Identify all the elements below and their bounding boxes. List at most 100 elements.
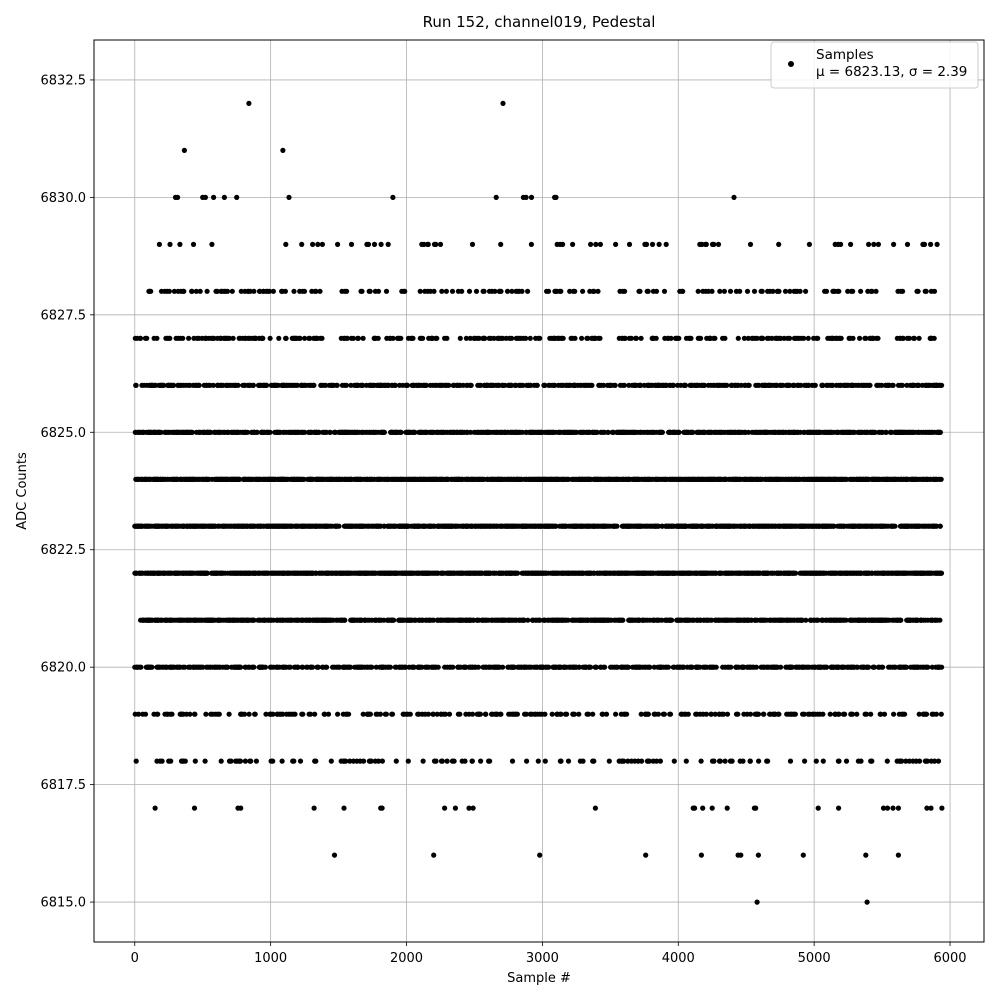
data-point xyxy=(668,335,674,341)
data-point xyxy=(355,335,361,341)
data-point xyxy=(237,476,243,482)
data-point xyxy=(343,758,349,764)
data-point xyxy=(300,711,306,717)
data-point xyxy=(434,335,440,341)
data-point xyxy=(633,335,640,341)
data-point xyxy=(350,335,356,341)
data-point xyxy=(254,429,260,435)
data-point xyxy=(186,335,192,341)
data-point xyxy=(335,711,341,717)
data-points xyxy=(132,100,945,905)
data-point xyxy=(667,711,674,717)
data-point xyxy=(378,241,384,247)
data-point xyxy=(649,241,656,247)
data-point xyxy=(528,241,535,247)
data-point xyxy=(202,758,208,764)
data-point xyxy=(665,664,672,670)
data-point xyxy=(242,711,248,717)
data-point xyxy=(360,335,366,341)
data-point xyxy=(721,288,728,294)
data-point xyxy=(270,758,276,764)
data-point xyxy=(167,335,173,341)
data-point xyxy=(579,335,585,341)
data-point xyxy=(411,664,417,670)
data-point xyxy=(659,429,666,435)
data-point xyxy=(535,758,541,764)
data-point xyxy=(523,335,529,341)
data-point xyxy=(301,288,308,294)
data-point xyxy=(657,758,664,764)
data-point xyxy=(375,288,382,294)
data-point xyxy=(335,241,341,247)
data-point xyxy=(297,758,304,764)
data-point xyxy=(427,288,433,294)
data-point xyxy=(315,241,321,247)
data-point xyxy=(367,711,373,717)
data-point xyxy=(317,288,323,294)
data-point xyxy=(263,711,269,717)
data-point xyxy=(137,335,144,341)
data-point xyxy=(410,335,416,341)
data-point xyxy=(283,241,289,247)
data-point xyxy=(402,288,408,294)
data-point xyxy=(446,711,453,717)
data-point xyxy=(190,241,197,247)
data-point xyxy=(588,664,594,670)
data-point xyxy=(647,664,653,670)
data-point xyxy=(398,335,404,341)
data-point xyxy=(572,335,578,341)
data-point xyxy=(468,382,474,388)
data-point xyxy=(469,758,475,764)
data-point xyxy=(469,241,476,247)
data-point xyxy=(653,335,659,341)
data-point xyxy=(210,382,216,388)
data-point xyxy=(724,711,731,717)
data-point xyxy=(171,288,177,294)
data-point xyxy=(728,664,734,670)
data-point xyxy=(457,335,463,341)
data-point xyxy=(266,288,272,294)
data-point xyxy=(661,711,668,717)
data-point xyxy=(262,664,268,670)
data-point xyxy=(469,711,476,717)
data-point xyxy=(169,711,175,717)
data-point xyxy=(313,288,319,294)
data-point xyxy=(334,382,340,388)
data-point xyxy=(682,382,689,388)
data-point xyxy=(590,711,596,717)
data-point xyxy=(307,335,313,341)
data-point xyxy=(711,758,717,764)
data-point xyxy=(645,288,651,294)
data-point xyxy=(451,758,457,764)
data-point xyxy=(698,758,704,764)
data-point xyxy=(637,288,643,294)
data-point xyxy=(224,288,231,294)
data-point xyxy=(218,758,224,764)
data-point xyxy=(280,711,286,717)
data-point xyxy=(722,758,728,764)
data-point xyxy=(525,288,531,294)
data-point xyxy=(238,664,244,670)
data-point xyxy=(292,711,298,717)
data-point xyxy=(437,241,444,247)
data-point xyxy=(244,429,251,435)
data-point xyxy=(722,335,728,341)
data-point xyxy=(276,335,282,341)
data-point xyxy=(423,382,429,388)
data-point xyxy=(187,711,193,717)
data-point xyxy=(558,288,564,294)
data-point xyxy=(226,711,232,717)
data-point xyxy=(443,288,449,294)
data-point xyxy=(717,288,723,294)
data-point xyxy=(250,382,256,388)
data-point xyxy=(462,758,468,764)
data-point xyxy=(412,429,418,435)
data-point xyxy=(653,288,660,294)
data-point xyxy=(639,758,645,764)
data-point xyxy=(251,288,257,294)
data-point xyxy=(379,758,385,764)
data-point xyxy=(214,288,220,294)
data-point xyxy=(457,711,463,717)
data-point xyxy=(420,335,426,341)
